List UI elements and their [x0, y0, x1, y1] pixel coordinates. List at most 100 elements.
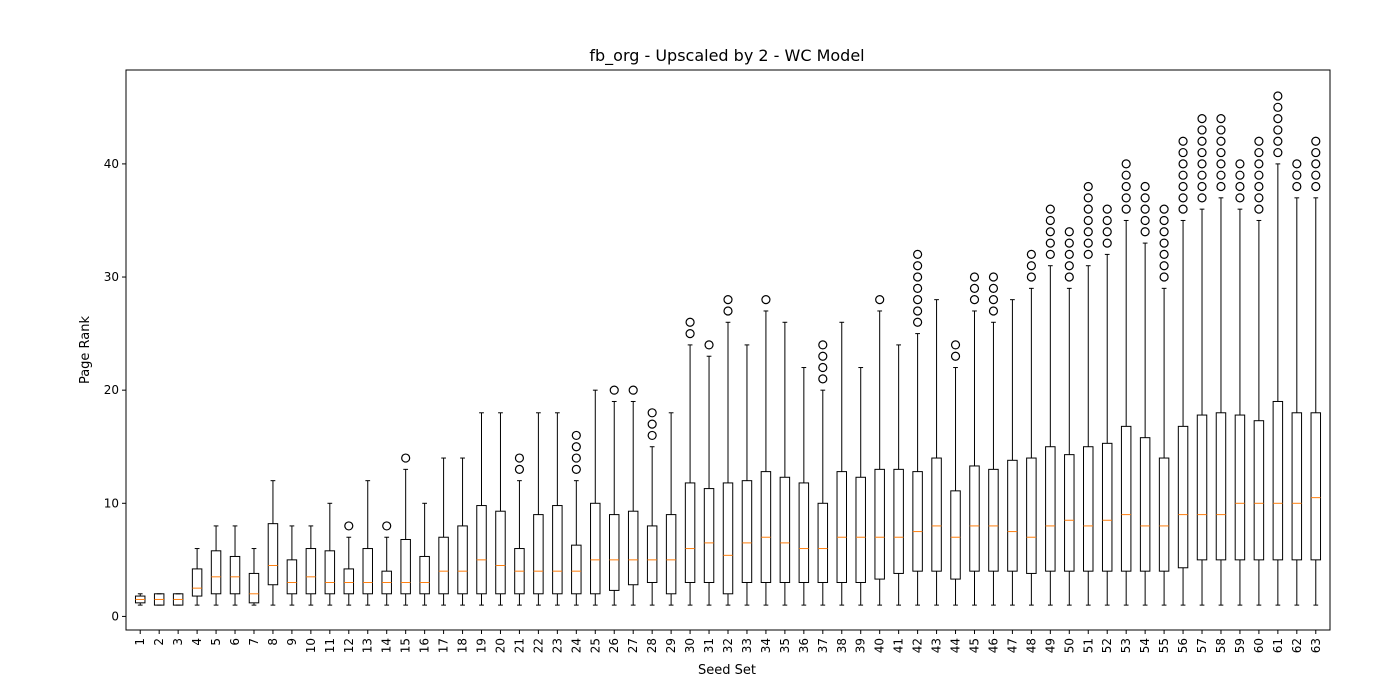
- box-body: [836, 471, 848, 583]
- x-tick-label: 15: [399, 638, 413, 653]
- box-9: [286, 525, 298, 606]
- flier-point: [1102, 215, 1112, 226]
- box-8: [267, 480, 279, 606]
- box-30: [684, 317, 696, 606]
- flier-point: [1064, 227, 1074, 237]
- flier-point: [1292, 181, 1302, 192]
- box-body: [1215, 412, 1227, 561]
- x-tick-label: 41: [892, 638, 906, 653]
- flier-point: [1026, 261, 1036, 271]
- flier-point: [1216, 136, 1226, 146]
- box-54: [1139, 181, 1151, 606]
- box-23: [552, 412, 563, 606]
- x-axis-label: Seed Set: [698, 663, 756, 678]
- flier-point: [1178, 204, 1188, 214]
- flier-point: [647, 419, 657, 429]
- box-body: [893, 468, 904, 574]
- flier-point: [950, 351, 961, 361]
- box-38: [836, 321, 848, 606]
- box-body: [722, 482, 734, 595]
- box-32: [722, 295, 734, 606]
- x-tick-label: 6: [228, 638, 242, 646]
- y-tick-label: 10: [104, 496, 119, 510]
- box-13: [362, 480, 373, 606]
- flier-point: [571, 453, 581, 463]
- box-body: [798, 482, 810, 583]
- x-tick-label: 8: [266, 638, 280, 646]
- flier-point: [514, 453, 525, 463]
- flier-point: [1235, 159, 1245, 169]
- flier-point: [1121, 170, 1131, 180]
- box-58: [1215, 114, 1227, 606]
- box-15: [400, 453, 411, 606]
- x-tick-label: 18: [456, 638, 470, 653]
- x-tick-label: 49: [1043, 638, 1057, 653]
- box-body: [855, 476, 866, 583]
- y-tick-label: 30: [104, 270, 119, 284]
- x-tick-label: 1: [133, 638, 147, 646]
- box-49: [1045, 204, 1056, 606]
- x-tick-label: 34: [759, 638, 773, 653]
- flier-point: [818, 340, 828, 350]
- x-tick-label: 50: [1062, 638, 1076, 653]
- box-body: [419, 555, 430, 595]
- box-40: [874, 295, 885, 606]
- flier-point: [1216, 147, 1226, 158]
- flier-point: [1216, 114, 1226, 124]
- flier-point: [1121, 193, 1131, 203]
- flier-point: [1254, 204, 1264, 214]
- box-body: [684, 482, 696, 583]
- x-tick-label: 35: [778, 638, 792, 653]
- flier-point: [1254, 136, 1264, 146]
- flier-point: [913, 272, 923, 282]
- box-body: [476, 505, 487, 595]
- flier-point: [1273, 102, 1283, 112]
- box-44: [950, 340, 961, 606]
- box-body: [1045, 446, 1056, 572]
- flier-point: [1140, 215, 1150, 226]
- box-body: [1007, 459, 1018, 572]
- box-56: [1177, 136, 1189, 606]
- box-48: [1026, 249, 1037, 606]
- x-tick-label: 39: [854, 638, 868, 653]
- flier-point: [647, 430, 657, 441]
- box-57: [1196, 114, 1208, 606]
- flier-point: [1311, 181, 1321, 192]
- x-tick-label: 48: [1024, 638, 1038, 653]
- x-tick-label: 14: [380, 638, 394, 653]
- box-21: [514, 453, 525, 606]
- flier-point: [401, 453, 411, 463]
- flier-point: [1197, 147, 1207, 158]
- box-body: [1158, 457, 1170, 572]
- box-body: [646, 525, 658, 583]
- flier-point: [969, 272, 980, 282]
- x-tick-label: 33: [740, 638, 754, 653]
- flier-point: [1159, 238, 1169, 248]
- x-tick-label: 63: [1309, 638, 1323, 653]
- x-tick-label: 60: [1252, 638, 1266, 653]
- x-tick-label: 31: [702, 638, 716, 653]
- x-tick-label: 2: [152, 638, 166, 646]
- x-tick-label: 47: [1005, 638, 1019, 653]
- box-body: [1177, 425, 1189, 569]
- x-tick-label: 5: [209, 638, 223, 646]
- x-tick-label: 44: [949, 638, 963, 653]
- box-31: [703, 340, 715, 606]
- flier-point: [1140, 181, 1150, 192]
- box-body: [1026, 457, 1037, 574]
- box-41: [893, 344, 904, 606]
- flier-point: [571, 464, 581, 474]
- flier-point: [571, 430, 581, 441]
- box-body: [1064, 454, 1075, 572]
- box-body: [457, 525, 468, 595]
- x-tick-label: 36: [797, 638, 811, 653]
- x-tick-label: 20: [493, 638, 507, 653]
- flier-point: [1216, 181, 1226, 192]
- flier-point: [1178, 181, 1188, 192]
- box-body: [324, 550, 336, 595]
- box-35: [779, 321, 791, 606]
- flier-point: [1197, 114, 1207, 124]
- box-body: [608, 514, 620, 591]
- box-body: [627, 510, 639, 586]
- x-tick-label: 57: [1195, 638, 1209, 653]
